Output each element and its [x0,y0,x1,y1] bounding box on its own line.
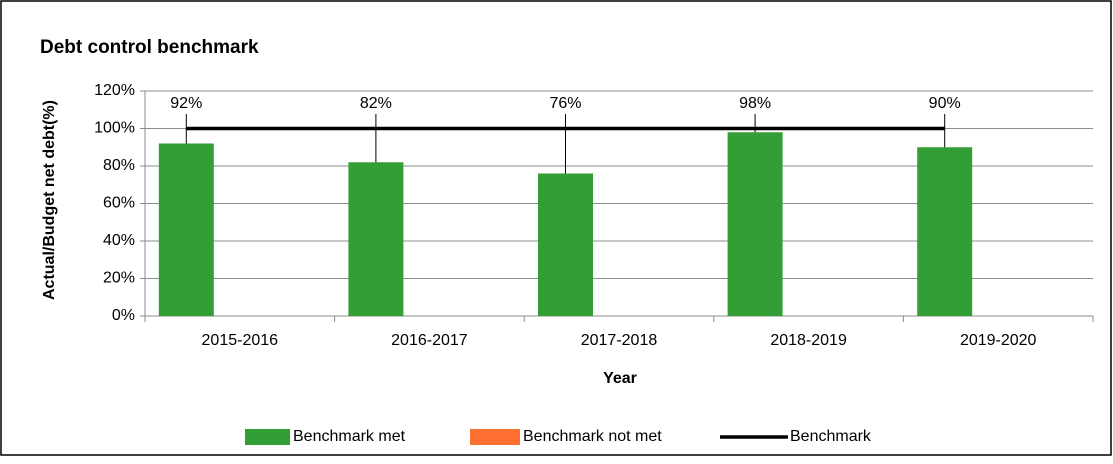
x-tick-label: 2018-2019 [770,332,847,349]
bar [158,143,214,316]
data-label: 76% [549,95,581,112]
x-tick-label: 2017-2018 [581,332,658,349]
legend-label: Benchmark met [293,428,406,445]
legend-label: Benchmark [790,428,872,445]
bar [917,147,973,316]
y-tick-label: 100% [94,120,135,137]
y-axis-label: Actual/Budget net debt(%) [41,100,58,300]
data-label: 82% [360,95,392,112]
data-label: 98% [739,95,771,112]
bar [348,162,404,316]
data-label: 90% [929,95,961,112]
y-tick-label: 80% [103,157,135,174]
y-tick-label: 0% [112,307,135,324]
data-label: 92% [170,95,202,112]
x-tick-label: 2019-2020 [960,332,1037,349]
legend-label: Benchmark not met [523,428,662,445]
bar [727,132,783,316]
y-tick-label: 60% [103,195,135,212]
y-tick-label: 120% [94,82,135,99]
x-tick-label: 2016-2017 [391,332,468,349]
x-tick-label: 2015-2016 [202,332,279,349]
y-tick-label: 40% [103,232,135,249]
chart-title: Debt control benchmark [40,37,259,58]
y-tick-label: 20% [103,270,135,287]
legend-swatch [470,429,520,445]
legend-swatch [245,429,290,445]
x-axis-label: Year [603,370,637,387]
bar [538,173,593,316]
